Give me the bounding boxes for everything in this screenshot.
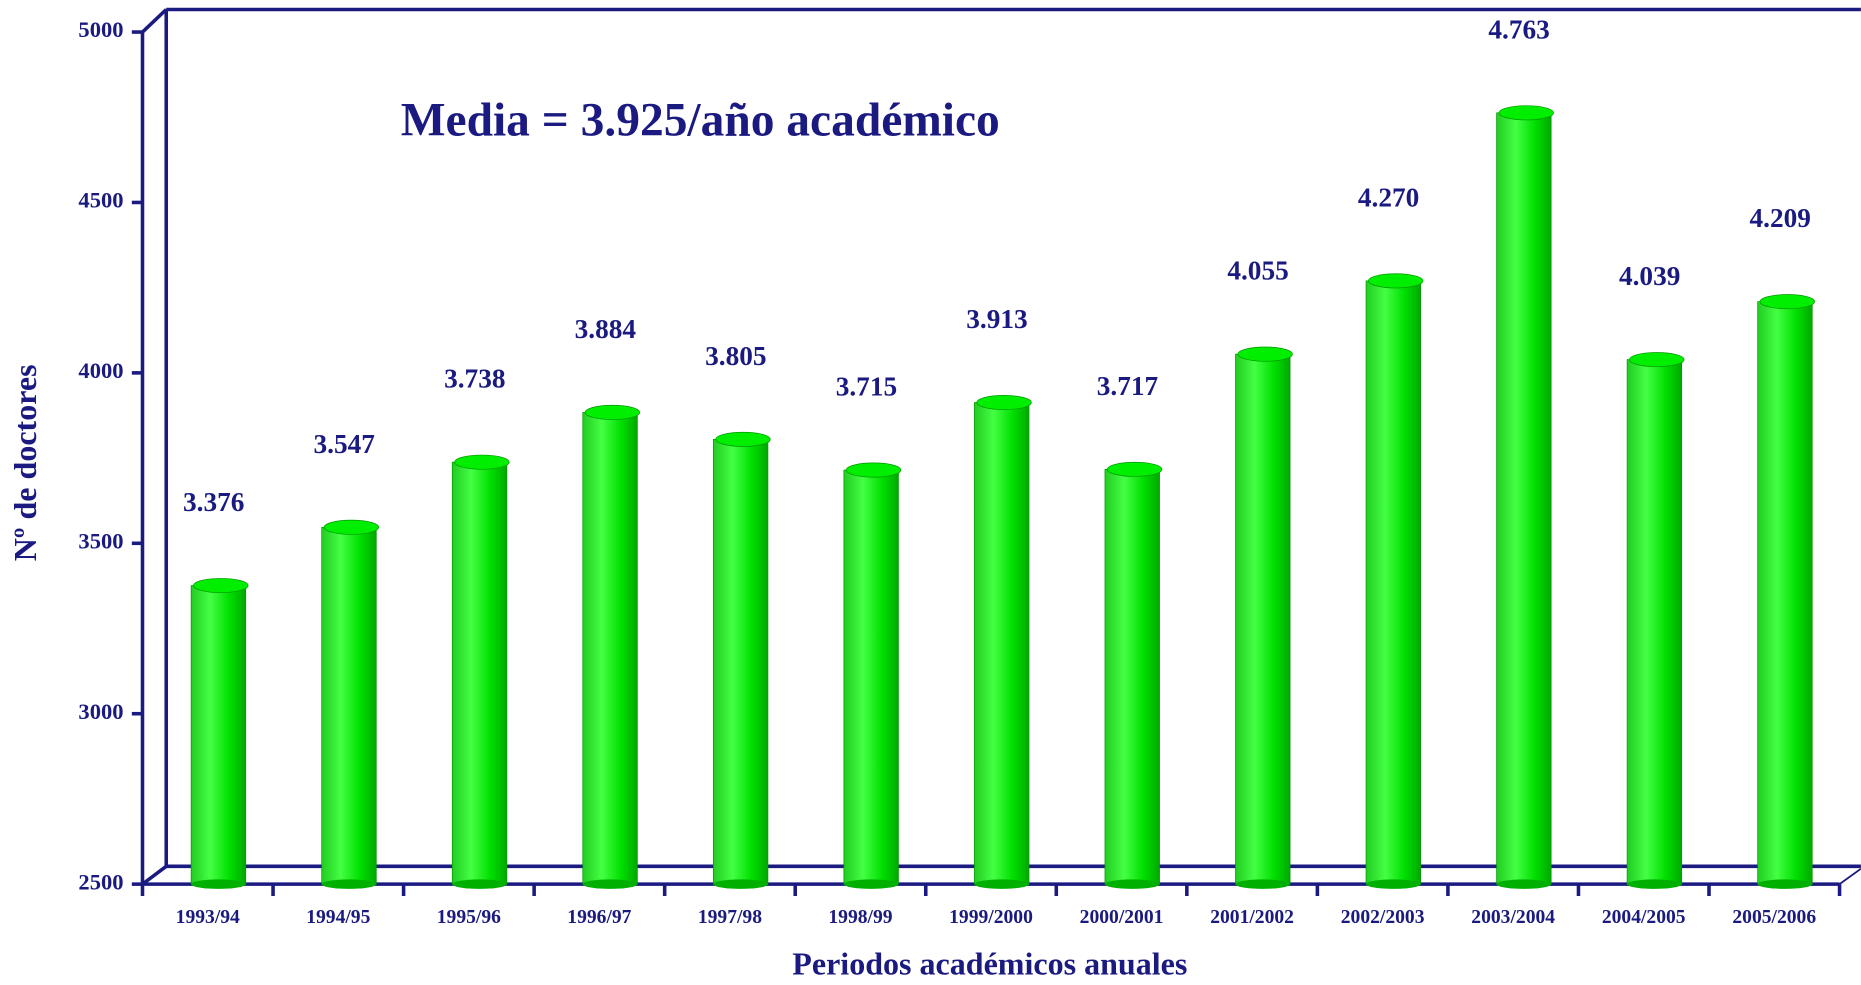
bar <box>321 526 377 885</box>
bar <box>712 438 769 885</box>
annotation: Media = 3.925/año académico <box>401 94 1000 146</box>
value-label: 3.913 <box>966 304 1027 334</box>
bar <box>190 585 247 885</box>
x-tick-label: 1994/95 <box>306 907 370 928</box>
floor-edge <box>1839 867 1861 885</box>
bar-top <box>1498 105 1554 121</box>
bar-base <box>843 879 899 889</box>
bar-top <box>1759 294 1815 310</box>
y-tick-label: 5000 <box>78 17 123 42</box>
bar-top <box>845 462 902 478</box>
value-label: 4.270 <box>1358 182 1419 212</box>
value-label: 4.763 <box>1488 14 1549 44</box>
y-tick-label: 2500 <box>78 869 123 894</box>
bar-top <box>1368 273 1424 289</box>
bar-base <box>1496 879 1552 889</box>
x-tick-label: 1996/97 <box>567 907 631 928</box>
bar-top <box>454 454 510 470</box>
bar-base <box>1366 879 1421 889</box>
value-label: 4.039 <box>1619 261 1680 291</box>
bar <box>974 402 1030 885</box>
y-tick-label: 4000 <box>78 358 123 383</box>
bar-base <box>1235 879 1291 889</box>
value-label: 3.715 <box>836 372 897 402</box>
x-tick-label: 1998/99 <box>828 907 892 928</box>
bar-base <box>582 879 638 889</box>
bar <box>843 469 899 885</box>
bar-base <box>974 879 1029 889</box>
y-axis-title: Nº de doctores <box>7 364 43 561</box>
value-label: 3.805 <box>705 341 766 371</box>
bar-top <box>1106 461 1163 477</box>
bar <box>582 412 638 885</box>
bar-base <box>713 879 768 889</box>
bar <box>1235 353 1291 885</box>
bar-top <box>323 519 380 535</box>
bar-top <box>715 431 771 447</box>
x-tick-label: 2002/2003 <box>1341 907 1425 928</box>
bar <box>1757 301 1813 885</box>
value-label: 4.055 <box>1227 256 1288 286</box>
x-tick-label: 1995/96 <box>437 907 501 928</box>
value-label: 3.547 <box>314 429 375 459</box>
bar-base <box>1627 879 1682 889</box>
bar-base <box>191 879 246 889</box>
x-tick-label: 1997/98 <box>698 907 762 928</box>
bar <box>1626 359 1683 885</box>
value-label: 3.884 <box>575 314 637 344</box>
x-tick-label: 2001/2002 <box>1210 907 1294 928</box>
axis-connector <box>141 864 168 886</box>
y-tick-label: 3500 <box>78 528 123 553</box>
x-axis-title: Periodos académicos anuales <box>792 946 1187 982</box>
bar-top <box>1237 346 1293 362</box>
bar-top <box>584 404 641 420</box>
value-label: 3.738 <box>444 364 505 394</box>
bar-base <box>1757 879 1813 889</box>
x-tick-label: 1999/2000 <box>949 907 1033 928</box>
value-label: 4.209 <box>1750 203 1811 233</box>
x-tick-label: 2003/2004 <box>1471 907 1555 928</box>
bar-top <box>193 578 249 594</box>
bar-base <box>452 879 507 889</box>
y-tick-label: 4500 <box>78 188 123 213</box>
bar-top <box>1629 352 1685 368</box>
x-tick-label: 1993/94 <box>176 907 240 928</box>
bar-base <box>1104 879 1160 889</box>
bar <box>1104 468 1160 885</box>
x-tick-label: 2005/2006 <box>1732 907 1816 928</box>
x-tick-label: 2004/2005 <box>1602 907 1686 928</box>
bar <box>1365 280 1421 885</box>
bar <box>1496 112 1552 885</box>
bar <box>451 461 508 885</box>
y-tick-label: 3000 <box>78 699 123 724</box>
bar-base <box>321 879 377 889</box>
x-tick-label: 2000/2001 <box>1080 907 1164 928</box>
axis-connector <box>141 8 168 34</box>
value-label: 3.717 <box>1097 371 1158 401</box>
value-label: 3.376 <box>183 487 244 517</box>
bar-top <box>976 395 1032 411</box>
